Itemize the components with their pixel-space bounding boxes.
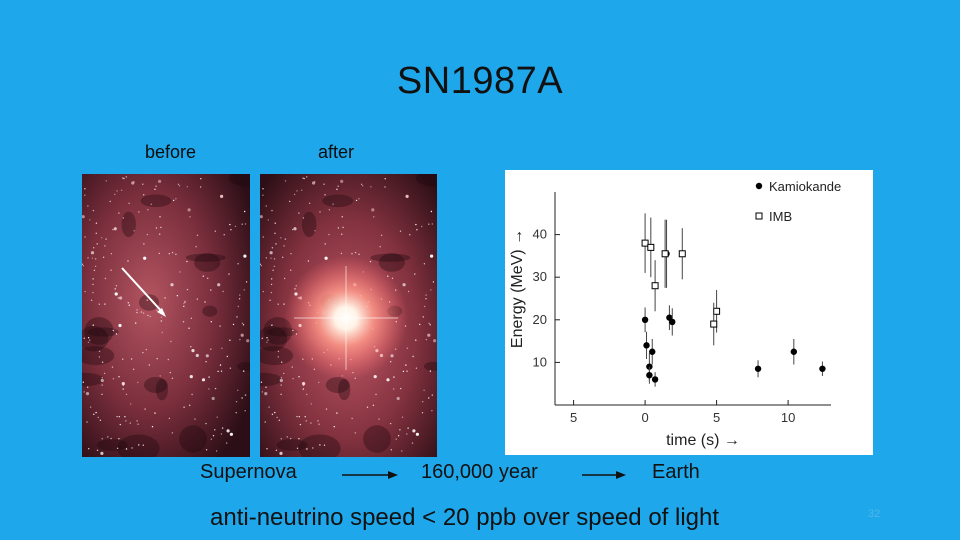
kamiokande-point [643,342,650,349]
label-before: before [145,142,197,162]
imb-point [647,243,655,251]
x-tick-label: 5 [570,410,577,425]
kamiokande-point [646,371,653,379]
legend-label: Kamiokande [769,179,841,194]
legend-label: IMB [769,209,792,224]
y-tick-label: 30 [533,269,547,284]
imb-point [651,282,659,290]
y-tick-label: 20 [533,312,547,327]
arrow-right-icon [342,471,398,479]
imb-point [661,250,669,258]
kamiokande-point [819,365,826,372]
y-tick-label: 40 [533,227,547,242]
kamiokande-point [754,365,762,372]
slide-title: SN1987A [396,60,564,102]
flow-earth: Earth [652,461,700,483]
x-tick-label: 5 [713,410,720,425]
imb-point [678,250,686,258]
y-axis-label: Energy (MeV) → [509,229,526,348]
x-axis-label: time (s) → [666,432,740,449]
slide-number: 32 [868,508,881,520]
neutrino-plot: 5 0 5 10 10 20 30 40 time (s) → Energy (MeV) → Ka… [505,170,873,455]
arrow-right-icon [582,471,626,479]
x-tick-label: 0 [641,410,648,425]
x-tick-label: 10 [781,410,795,425]
imb-point [713,307,721,315]
legend-marker-kamiokande [755,182,763,190]
kamiokande-point [669,318,676,326]
imb-point [710,320,718,328]
flow-distance: 160,000 year [421,461,538,483]
star-field-before [82,174,250,457]
label-after: after [318,142,355,162]
kamiokande-point [651,376,659,383]
imb-point [641,239,649,247]
kamiokande-point [649,348,656,355]
neutrino-plot-svg: 5 0 5 10 10 20 30 40 time (s) → Energy (MeV) → Ka… [509,179,841,449]
legend-marker-imb [755,212,763,220]
kamiokande-point [790,348,798,355]
kamiokande-point [641,316,649,323]
photo-after-supernova [260,174,437,457]
conclusion-text: anti-neutrino speed < 20 ppb over speed … [210,504,720,531]
flow-supernova: Supernova [200,461,297,483]
y-tick-label: 10 [533,354,547,369]
photo-before-supernova [82,174,250,457]
pointer-arrow [121,267,165,315]
